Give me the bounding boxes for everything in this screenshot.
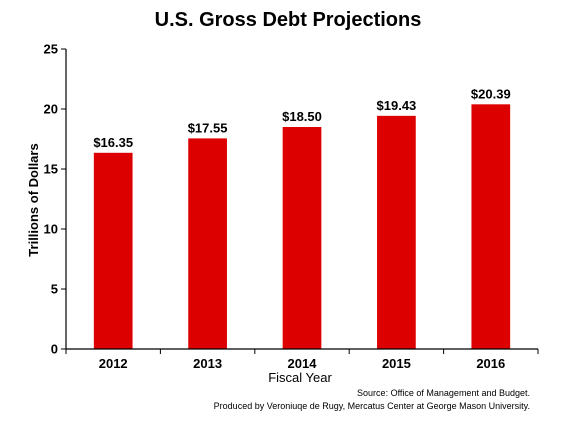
x-tick-label-2014: 2014: [288, 356, 318, 371]
x-tick-label-2016: 2016: [476, 356, 505, 371]
data-label-2013: $17.55: [188, 120, 228, 135]
bar-2014: [282, 127, 322, 349]
x-tick-label-2013: 2013: [193, 356, 222, 371]
y-tick-label: 20: [44, 102, 58, 117]
y-tick-label: 15: [44, 162, 58, 177]
y-axis-label: Trillions of Dollars: [26, 143, 41, 256]
bar-series: [93, 104, 511, 349]
chart-title: U.S. Gross Debt Projections: [155, 9, 422, 31]
bar-2015: [377, 115, 416, 349]
data-labels: $16.35 $17.55 $18.50 $19.43 $20.39: [93, 86, 510, 149]
bar-2012: [93, 152, 133, 349]
x-axis-ticks: 2012 2013 2014 2015 2016: [65, 349, 539, 371]
source-line-1: Source: Office of Management and Budget.: [357, 388, 530, 398]
source-line-2: Produced by Veroniuqe de Rugy, Mercatus …: [214, 401, 530, 411]
data-label-2014: $18.50: [282, 109, 322, 124]
y-tick-label: 0: [51, 342, 58, 357]
bar-2013: [188, 138, 227, 349]
x-tick-label-2012: 2012: [99, 356, 128, 371]
y-tick-label: 25: [44, 42, 58, 57]
y-tick-label: 10: [44, 222, 58, 237]
data-label-2016: $20.39: [471, 86, 511, 101]
data-label-2012: $16.35: [93, 135, 133, 150]
bar-2016: [471, 104, 511, 349]
data-label-2015: $19.43: [377, 98, 417, 113]
x-tick-label-2015: 2015: [382, 356, 411, 371]
y-tick-label: 5: [51, 282, 58, 297]
x-axis-label: Fiscal Year: [268, 370, 332, 385]
y-axis-ticks: 0 5 10 15 20 25: [44, 42, 66, 357]
